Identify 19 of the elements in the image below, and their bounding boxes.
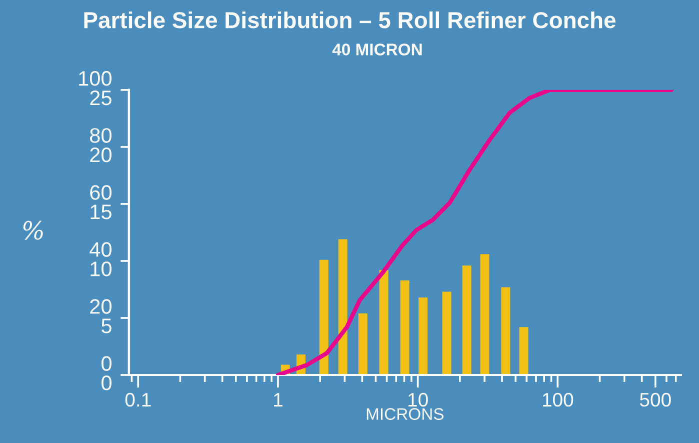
y2-tick-label: 5 xyxy=(102,318,112,334)
y-tick-label: 40 xyxy=(90,242,112,257)
y-tick-label: 0 xyxy=(102,356,112,371)
x-tick-label: 500 xyxy=(640,392,671,407)
x-tick-label: 10 xyxy=(408,392,428,407)
y2-tick-label: 10 xyxy=(90,262,112,276)
y-tick-label: 80 xyxy=(90,128,112,143)
y-tick-label: 20 xyxy=(90,299,112,314)
x-tick-label: 0.1 xyxy=(125,392,151,407)
y-tick-label: 60 xyxy=(90,185,112,200)
chart-subtitle: 40 MICRON xyxy=(332,44,422,56)
x-tick-label: 100 xyxy=(542,392,574,407)
x-axis-title: MICRONS xyxy=(366,408,444,420)
y-axis-title: % xyxy=(23,220,43,240)
y2-tick-label: 15 xyxy=(90,204,112,220)
y2-tick-label: 25 xyxy=(90,90,112,106)
x-tick-label: 1 xyxy=(274,393,282,406)
y-tick-label: 100 xyxy=(79,71,112,86)
chart-title: Particle Size Distribution – 5 Roll Refiner Conche xyxy=(84,11,616,28)
